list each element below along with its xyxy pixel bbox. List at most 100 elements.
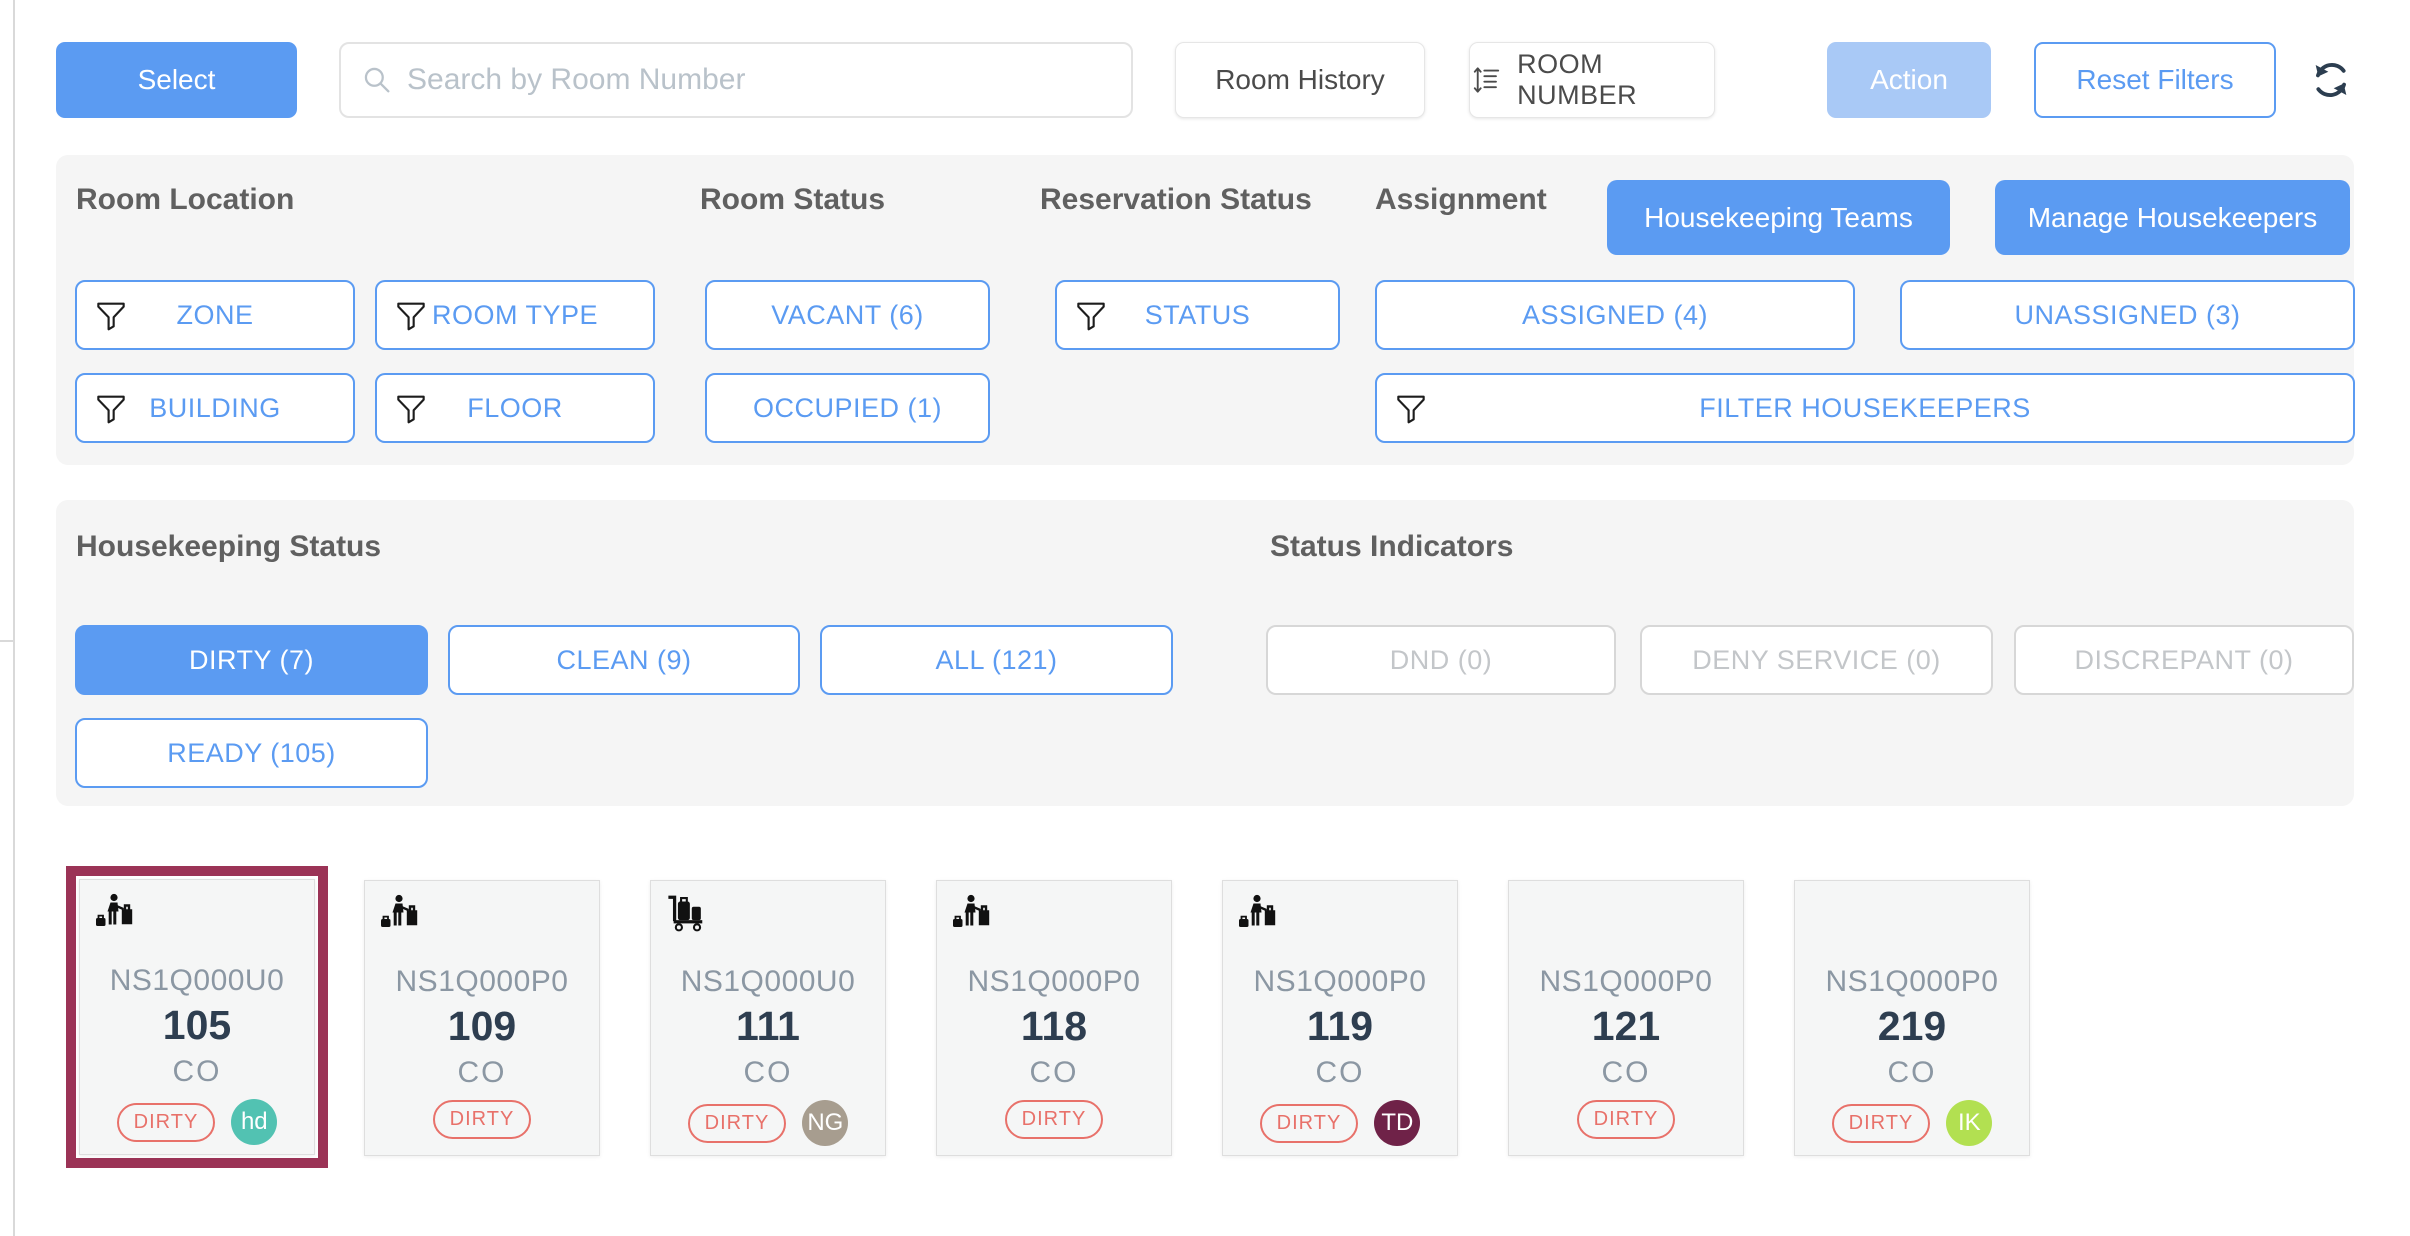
room-type-code: NS1Q000U0 [680,965,856,998]
luggage-cart-icon [666,895,704,932]
dirty-badge: DIRTY [1576,1100,1676,1139]
search-input[interactable] [407,63,1111,97]
unassigned-filter-button[interactable]: UNASSIGNED (3) [1900,280,2355,350]
funnel-icon [1397,395,1425,424]
occupied-filter-button[interactable]: OCCUPIED (1) [705,373,990,443]
selected-room-frame: NS1Q000U0 105 CO DIRTY hd [66,866,328,1168]
filters-panel: Room Location Room Status Reservation St… [56,155,2355,465]
funnel-icon [97,395,125,424]
all-filter-button[interactable]: ALL (121) [820,625,1173,695]
room-number: 219 [1877,1003,1947,1049]
collapsed-sidebar-edge [13,0,15,1236]
deny-service-filter-button[interactable]: DENY SERVICE (0) [1640,625,1993,695]
reservation-status: CO [1601,1056,1651,1089]
action-button[interactable]: Action [1827,42,1991,118]
room-status-title: Room Status [700,183,886,216]
reservation-status: CO [743,1056,793,1089]
room-card-219[interactable]: NS1Q000P0 219 CO DIRTY IK [1794,880,2030,1156]
reservation-status: CO [1887,1056,1937,1089]
dirty-badge: DIRTY [432,1100,532,1139]
sort-icon [1473,67,1500,93]
room-number: 109 [447,1003,517,1049]
dirty-badge: DIRTY [116,1102,216,1142]
guest-departure-icon [380,894,418,929]
housekeeping-dashboard: Select Room History ROOM NUMBER Action R… [56,42,2355,1168]
filter-housekeepers-label: FILTER HOUSEKEEPERS [1699,392,2031,423]
building-filter-button[interactable]: BUILDING [75,373,355,443]
refresh-icon [2315,63,2347,97]
housekeeping-status-title: Housekeeping Status [76,530,382,563]
room-number: 118 [1020,1003,1088,1049]
room-card-list: NS1Q000U0 105 CO DIRTY hd NS1Q000P0 109 … [56,866,2354,1168]
housekeeper-badge: NG [802,1100,849,1146]
filter-housekeepers-button[interactable]: FILTER HOUSEKEEPERS [1375,373,2355,443]
dnd-filter-button[interactable]: DND (0) [1266,625,1616,695]
reservation-status: CO [172,1055,222,1088]
select-button[interactable]: Select [56,42,297,118]
room-card-105[interactable]: NS1Q000U0 105 CO DIRTY hd [79,879,315,1155]
dirty-badge: DIRTY [1259,1103,1359,1143]
housekeeper-badge: TD [1374,1100,1421,1146]
room-card-109[interactable]: NS1Q000P0 109 CO DIRTY [364,880,600,1156]
reservation-status: CO [457,1056,507,1089]
guest-departure-icon [1238,894,1276,929]
discrepant-filter-button[interactable]: DISCREPANT (0) [2014,625,2354,695]
reset-filters-button[interactable]: Reset Filters [2034,42,2276,118]
room-type-code: NS1Q000P0 [1253,965,1427,998]
room-number: 111 [736,1003,800,1049]
top-toolbar: Select Room History ROOM NUMBER Action R… [56,42,2354,118]
housekeeping-teams-button[interactable]: Housekeeping Teams [1607,180,1950,255]
reservation-status-filter-label: STATUS [1144,299,1251,330]
floor-filter-button[interactable]: FLOOR [375,373,655,443]
guest-departure-icon [952,894,990,929]
room-type-filter-button[interactable]: ROOM TYPE [375,280,655,350]
guest-departure-icon [95,893,133,928]
refresh-button[interactable] [2308,42,2354,118]
room-card-118[interactable]: NS1Q000P0 118 CO DIRTY [936,880,1172,1156]
zone-filter-label: ZONE [176,299,254,330]
room-history-button[interactable]: Room History [1175,42,1425,118]
ready-filter-button[interactable]: READY (105) [75,718,428,788]
funnel-icon [1077,302,1105,331]
status-indicators-title: Status Indicators [1270,530,1514,563]
funnel-icon [397,302,425,331]
room-type-code: NS1Q000P0 [1539,965,1713,998]
room-card-119[interactable]: NS1Q000P0 119 CO DIRTY TD [1222,880,1458,1156]
funnel-icon [397,395,425,424]
sort-by-button[interactable]: ROOM NUMBER [1469,42,1715,118]
assignment-title: Assignment [1375,183,1547,216]
clean-filter-button[interactable]: CLEAN (9) [448,625,800,695]
housekeeper-badge: hd [231,1099,278,1145]
room-type-code: NS1Q000P0 [967,965,1141,998]
manage-housekeepers-button[interactable]: Manage Housekeepers [1995,180,2350,255]
room-number: 119 [1306,1003,1374,1049]
reservation-status-filter-button[interactable]: STATUS [1055,280,1340,350]
dirty-badge: DIRTY [1831,1103,1931,1143]
building-filter-label: BUILDING [149,392,281,423]
funnel-icon [97,302,125,331]
room-type-code: NS1Q000U0 [109,964,285,997]
room-type-filter-label: ROOM TYPE [431,299,599,330]
zone-filter-button[interactable]: ZONE [75,280,355,350]
room-search[interactable] [339,42,1133,118]
dirty-filter-button[interactable]: DIRTY (7) [75,625,428,695]
housekeeper-badge: IK [1946,1100,1993,1146]
room-type-code: NS1Q000P0 [1825,965,1999,998]
room-type-code: NS1Q000P0 [395,965,569,998]
status-panel: Housekeeping Status Status Indicators DI… [56,500,2354,806]
room-card-121[interactable]: NS1Q000P0 121 CO DIRTY [1508,880,1744,1156]
assigned-filter-button[interactable]: ASSIGNED (4) [1375,280,1855,350]
reservation-status: CO [1029,1056,1079,1089]
room-location-title: Room Location [76,183,295,216]
room-number: 121 [1591,1003,1661,1049]
dirty-badge: DIRTY [687,1103,787,1143]
floor-filter-label: FLOOR [467,392,563,423]
collapsed-sidebar-notch [0,640,13,642]
reservation-status: CO [1315,1056,1365,1089]
room-number: 105 [162,1002,232,1048]
reservation-status-title: Reservation Status [1040,183,1312,216]
vacant-filter-button[interactable]: VACANT (6) [705,280,990,350]
search-icon [364,67,390,93]
sort-label: ROOM NUMBER [1517,49,1638,110]
room-card-111[interactable]: NS1Q000U0 111 CO DIRTY NG [650,880,886,1156]
